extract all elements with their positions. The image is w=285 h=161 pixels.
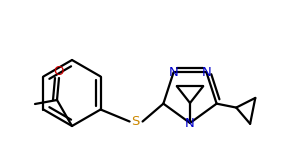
Text: N: N xyxy=(201,66,211,79)
Text: S: S xyxy=(131,115,140,128)
Text: O: O xyxy=(54,65,64,77)
Text: N: N xyxy=(185,117,195,129)
Text: N: N xyxy=(169,66,178,79)
